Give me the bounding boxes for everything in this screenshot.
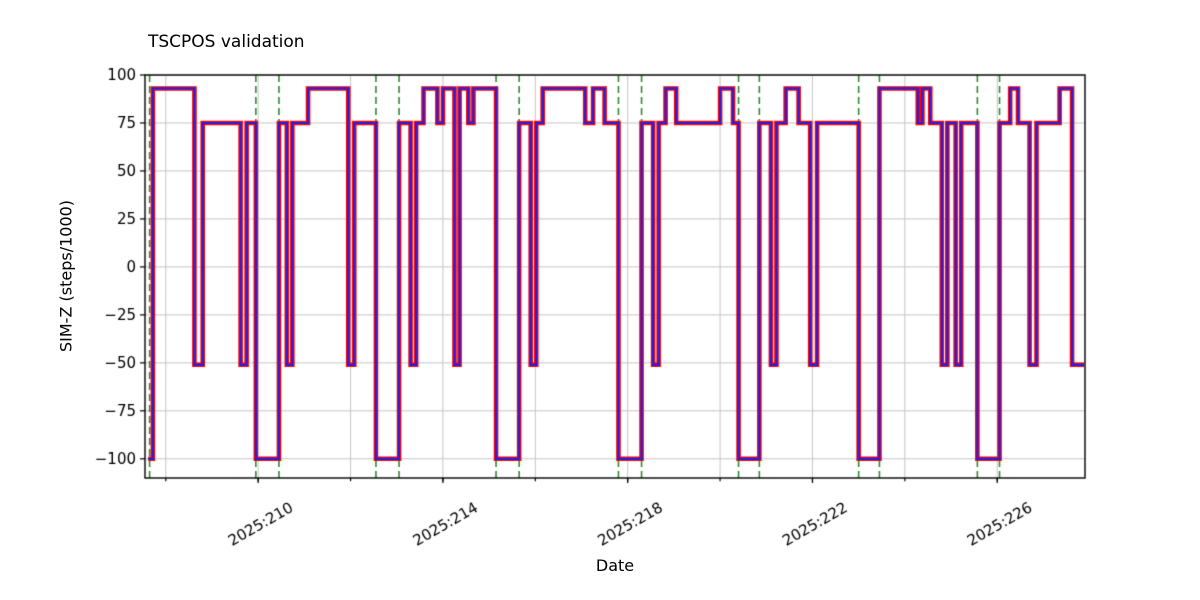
x-axis-label: Date [595,556,635,575]
y-axis-label: SIM-Z (steps/1000) [56,199,76,353]
chart-title: TSCPOS validation [148,32,305,52]
